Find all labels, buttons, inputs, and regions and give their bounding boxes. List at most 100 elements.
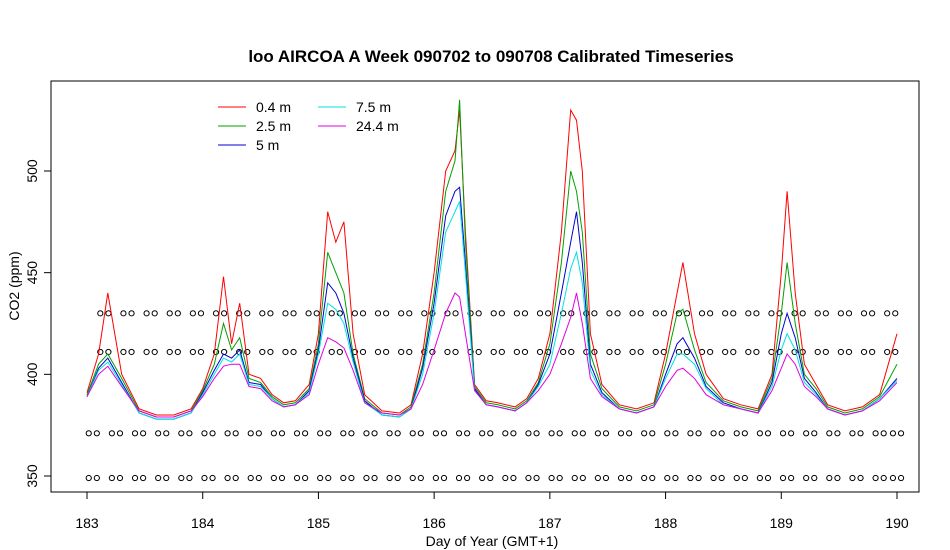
flag-marker	[374, 348, 382, 356]
flag-marker	[85, 430, 92, 437]
flag-marker	[602, 430, 610, 437]
flag-marker	[105, 348, 112, 356]
flag-marker	[860, 310, 868, 317]
flag-marker	[872, 430, 879, 437]
flag-marker	[348, 474, 355, 482]
flag-marker	[406, 348, 413, 356]
flag-marker	[683, 310, 691, 317]
flag-marker	[305, 310, 312, 317]
flag-marker	[166, 348, 173, 356]
flag-marker	[525, 430, 532, 437]
flag-marker	[892, 310, 899, 317]
flag-marker	[637, 348, 644, 356]
flag-marker	[845, 348, 853, 356]
flag-marker	[730, 310, 737, 317]
flag-marker	[837, 348, 844, 356]
flag-marker	[722, 310, 729, 317]
flag-marker	[741, 474, 748, 482]
series-line	[86, 108, 898, 416]
flag-marker	[884, 310, 891, 317]
chart-title: loo AIRCOA A Week 090702 to 090708 Calib…	[248, 47, 733, 66]
flag-marker	[120, 348, 127, 356]
x-axis-label: Day of Year (GMT+1)	[426, 533, 559, 549]
flag-marker	[756, 474, 763, 482]
flag-marker	[637, 310, 644, 317]
flag-marker	[232, 430, 239, 437]
flag-marker	[97, 310, 104, 317]
flag-marker	[197, 348, 205, 356]
flag-marker	[826, 474, 833, 482]
flag-marker	[498, 310, 505, 317]
flag-marker	[290, 310, 297, 317]
flag-marker	[776, 348, 783, 356]
flag-marker	[255, 474, 262, 482]
flag-marker	[568, 348, 575, 356]
flag-marker	[849, 430, 856, 437]
flag-marker	[155, 474, 162, 482]
flag-marker	[116, 430, 124, 437]
flag-marker	[278, 430, 286, 437]
flag-marker	[683, 348, 691, 356]
flag-marker	[602, 474, 610, 482]
flag-marker	[799, 310, 806, 317]
flag-marker	[340, 474, 347, 482]
flag-marker	[386, 430, 393, 437]
flag-marker	[556, 474, 563, 482]
legend-label: 5 m	[256, 137, 279, 153]
flag-marker	[687, 474, 694, 482]
flag-marker	[837, 310, 844, 317]
flag-marker	[209, 430, 216, 437]
flag-marker	[302, 474, 309, 482]
flag-marker	[128, 348, 135, 356]
flag-marker	[788, 430, 795, 437]
flag-marker	[394, 474, 401, 482]
flag-marker	[166, 310, 173, 317]
flag-marker	[452, 348, 459, 356]
flag-marker	[672, 430, 679, 437]
flag-marker	[131, 474, 139, 482]
flag-marker	[97, 348, 104, 356]
flag-marker	[143, 348, 150, 356]
flag-marker	[108, 474, 115, 482]
flag-marker	[857, 430, 864, 437]
flag-marker	[189, 348, 196, 356]
flag-marker	[756, 430, 763, 437]
flag-marker	[892, 348, 899, 356]
flag-marker	[267, 310, 274, 317]
flag-marker	[629, 348, 636, 356]
flag-marker	[302, 430, 309, 437]
flag-marker	[282, 310, 289, 317]
flag-marker	[525, 474, 532, 482]
flag-marker	[730, 348, 737, 356]
flag-marker	[845, 310, 853, 317]
flag-marker	[556, 430, 563, 437]
flag-marker	[186, 430, 193, 437]
flag-marker	[722, 348, 729, 356]
flag-marker	[371, 430, 378, 437]
flag-marker	[244, 310, 251, 317]
flag-marker	[278, 474, 286, 482]
flag-marker	[475, 348, 482, 356]
flag-marker	[536, 310, 544, 317]
flag-marker	[452, 310, 459, 317]
flag-marker	[626, 474, 633, 482]
x-tick-label: 188	[654, 515, 678, 531]
flag-marker	[707, 348, 714, 356]
y-axis-label: CO2 (ppm)	[6, 251, 22, 320]
flag-marker	[814, 348, 821, 356]
flag-marker	[560, 310, 567, 317]
flag-marker	[521, 348, 529, 356]
flag-marker	[409, 430, 416, 437]
flag-marker	[340, 430, 347, 437]
flag-marker	[860, 348, 868, 356]
flag-marker	[695, 430, 702, 437]
x-tick-label: 186	[422, 515, 446, 531]
flag-marker	[652, 310, 659, 317]
flag-marker	[664, 474, 671, 482]
flag-marker	[548, 474, 555, 482]
flag-marker	[753, 310, 760, 317]
flag-marker	[811, 474, 818, 482]
flag-marker	[398, 310, 405, 317]
x-tick-label: 189	[770, 515, 794, 531]
flag-marker	[328, 348, 335, 356]
